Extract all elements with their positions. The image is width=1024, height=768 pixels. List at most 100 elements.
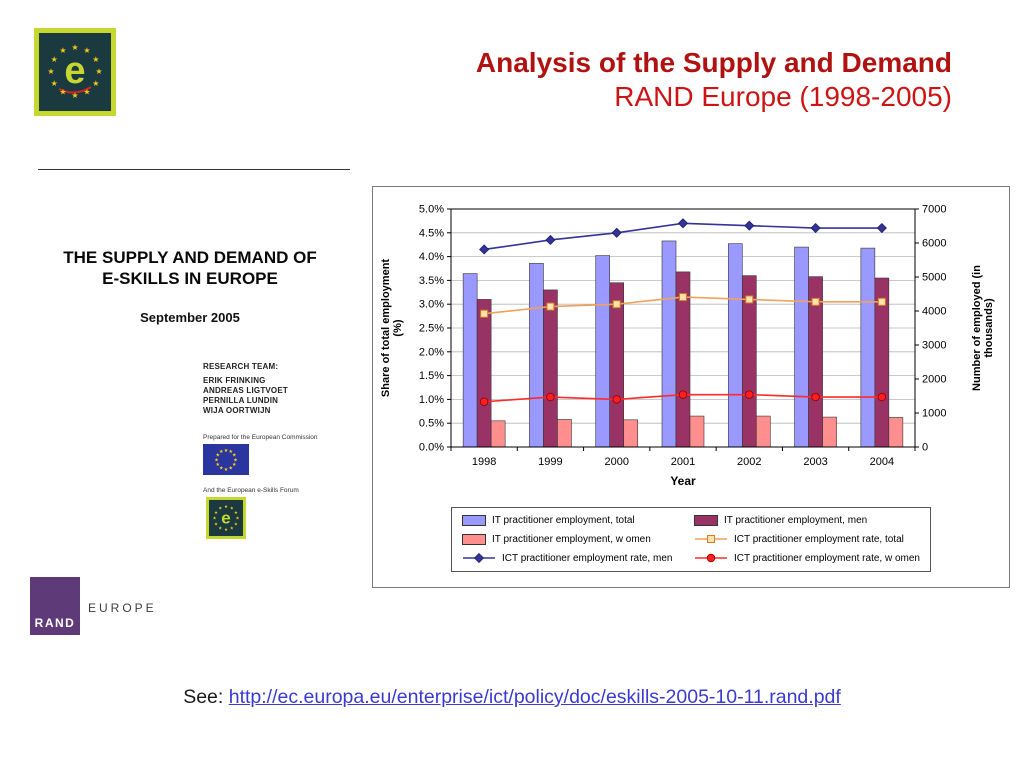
- divider-line: [38, 169, 350, 170]
- svg-text:3.0%: 3.0%: [419, 299, 444, 311]
- employment-chart: 0.0% 0.5% 1.0% 1.5% 2.0% 2.5% 3.0% 3.5% 4.0% 4.5%…: [380, 204, 995, 489]
- svg-text:★: ★: [234, 521, 239, 526]
- legend-label: IT practitioner employment, w omen: [492, 533, 651, 545]
- slide-title: Analysis of the Supply and Demand RAND E…: [340, 46, 952, 114]
- prepared-for-text: Prepared for the European Commission: [203, 434, 318, 441]
- svg-text:2000: 2000: [604, 456, 628, 468]
- svg-text:1000: 1000: [922, 408, 946, 420]
- eskills-e-glyph: e: [221, 509, 230, 528]
- title-line-1: Analysis of the Supply and Demand: [475, 47, 952, 78]
- legend-line-swatch: [694, 553, 727, 563]
- svg-text:★: ★: [59, 46, 66, 55]
- svg-text:0.5%: 0.5%: [419, 418, 444, 430]
- legend-bar-swatch: [462, 515, 486, 526]
- cover-title-line-1: THE SUPPLY AND DEMAND OF: [63, 248, 317, 267]
- eskills-forum-text: And the European e-Skills Forum: [203, 487, 299, 494]
- svg-text:2.0%: 2.0%: [419, 346, 444, 358]
- svg-text:★: ★: [230, 506, 235, 511]
- svg-text:★: ★: [71, 43, 78, 52]
- svg-text:2.5%: 2.5%: [419, 323, 444, 335]
- team-member: WIJA OORTWIJN: [203, 406, 271, 415]
- chart-frame: 0.0% 0.5% 1.0% 1.5% 2.0% 2.5% 3.0% 3.5% 4.0% 4.5%…: [372, 186, 1010, 588]
- legend-item: ICT practitioner employment rate, total: [694, 533, 920, 545]
- svg-text:0: 0: [922, 442, 928, 454]
- rand-logo: RAND: [30, 577, 80, 635]
- svg-text:4.0%: 4.0%: [419, 251, 444, 263]
- svg-text:★: ★: [235, 516, 240, 521]
- svg-text:1998: 1998: [472, 456, 496, 468]
- legend-item: IT practitioner employment, w omen: [462, 533, 684, 545]
- title-line-2: RAND Europe (1998-2005): [614, 81, 952, 112]
- svg-text:2003: 2003: [803, 456, 827, 468]
- svg-text:★: ★: [51, 55, 58, 64]
- svg-text:★: ★: [232, 453, 237, 459]
- svg-text:★: ★: [229, 466, 234, 472]
- eskills-report-link[interactable]: http://ec.europa.eu/enterprise/ict/polic…: [228, 686, 841, 708]
- logo-swoosh: [58, 86, 92, 94]
- svg-text:★: ★: [59, 88, 66, 97]
- svg-text:★: ★: [229, 449, 234, 455]
- eu-flag: ★ ★ ★ ★ ★ ★ ★ ★ ★ ★ ★ ★: [203, 444, 249, 480]
- svg-text:★: ★: [224, 467, 229, 473]
- cover-title-line-2: E-SKILLS IN EUROPE: [102, 269, 278, 288]
- svg-text:Share of total employment(%): Share of total employment(%): [380, 259, 404, 397]
- svg-text:★: ★: [216, 453, 221, 459]
- svg-text:Year: Year: [670, 474, 696, 488]
- svg-text:4000: 4000: [922, 306, 946, 318]
- eu-flag-icon: ★ ★★★★★★★★★★★: [203, 444, 249, 475]
- svg-text:★: ★: [214, 510, 219, 515]
- team-member: PERNILLA LUNDIN: [203, 396, 279, 405]
- svg-text:★: ★: [234, 510, 239, 515]
- legend-label: IT practitioner employment, total: [492, 515, 635, 526]
- team-member: ANDREAS LIGTVOET: [203, 386, 288, 395]
- svg-text:2000: 2000: [922, 374, 946, 386]
- svg-text:★: ★: [224, 448, 229, 454]
- svg-text:2004: 2004: [870, 456, 894, 468]
- eskills-logo-icon: e ★ ★★★★★★★★★★★: [206, 497, 246, 539]
- european-e-skills-logo: e ★ ★ ★ ★ ★ ★ ★ ★ ★ ★ ★ ★: [34, 28, 116, 121]
- legend-line-swatch: [463, 552, 495, 564]
- svg-text:★: ★: [218, 526, 223, 531]
- svg-text:★: ★: [224, 527, 229, 532]
- svg-text:2002: 2002: [737, 456, 761, 468]
- legend-item: IT practitioner employment, men: [693, 515, 920, 526]
- svg-text:3000: 3000: [922, 340, 946, 352]
- svg-text:3.5%: 3.5%: [419, 275, 444, 287]
- svg-text:1999: 1999: [538, 456, 562, 468]
- svg-text:Number of employed (inthousand: Number of employed (inthousands): [971, 265, 995, 391]
- svg-text:★: ★: [83, 88, 90, 97]
- svg-text:★: ★: [232, 462, 237, 468]
- see-label: See:: [183, 686, 224, 708]
- logo-e-glyph: e: [64, 50, 85, 92]
- legend-label: ICT practitioner employment rate, total: [733, 533, 904, 545]
- report-cover-title: THE SUPPLY AND DEMAND OF E-SKILLS IN EUR…: [45, 247, 335, 289]
- svg-text:0.0%: 0.0%: [419, 442, 444, 454]
- research-team-label: RESEARCH TEAM:: [203, 362, 279, 371]
- svg-text:1.0%: 1.0%: [419, 394, 444, 406]
- svg-text:★: ★: [212, 516, 217, 521]
- svg-text:5000: 5000: [922, 272, 946, 284]
- legend-bar-swatch: [693, 515, 718, 526]
- rand-logo-text: RAND: [34, 616, 76, 630]
- report-cover-date: September 2005: [140, 310, 240, 325]
- svg-text:★: ★: [92, 55, 99, 64]
- legend-line-swatch: [694, 535, 727, 543]
- svg-text:5.0%: 5.0%: [419, 204, 444, 216]
- svg-text:★: ★: [51, 79, 58, 88]
- svg-text:★: ★: [214, 457, 219, 463]
- team-member: ERIK FRINKING: [203, 376, 266, 385]
- legend-item: IT practitioner employment, total: [462, 515, 684, 526]
- svg-text:★: ★: [71, 91, 78, 100]
- svg-text:★: ★: [219, 449, 224, 455]
- svg-text:★: ★: [92, 79, 99, 88]
- rand-europe-label: EUROPE: [88, 601, 157, 615]
- svg-text:4.5%: 4.5%: [419, 227, 444, 239]
- svg-text:★: ★: [216, 462, 221, 468]
- eskills-forum-logo: e ★ ★ ★ ★ ★ ★ ★ ★ ★ ★ ★ ★: [206, 497, 246, 544]
- svg-text:7000: 7000: [922, 204, 946, 216]
- legend-item: ICT practitioner employment rate, w omen: [694, 552, 920, 564]
- svg-text:★: ★: [230, 526, 235, 531]
- legend-label: ICT practitioner employment rate, men: [502, 552, 673, 564]
- svg-text:1.5%: 1.5%: [419, 370, 444, 382]
- svg-text:★: ★: [95, 67, 102, 76]
